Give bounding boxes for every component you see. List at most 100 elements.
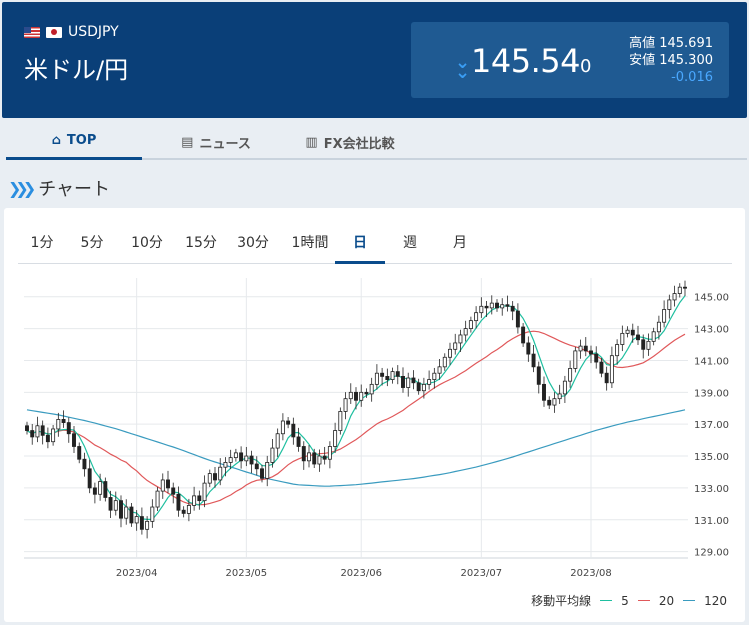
candle-body	[291, 423, 296, 438]
candle-body	[677, 286, 682, 294]
candle-body	[343, 398, 348, 412]
candle-body	[583, 345, 588, 352]
candle-body	[636, 334, 640, 341]
legend-ma120: 120	[704, 593, 727, 608]
candle-body	[87, 468, 92, 489]
candle-body	[437, 366, 442, 374]
legend-ma20-swatch	[637, 600, 650, 601]
candle-body	[369, 383, 374, 395]
period-month[interactable]: 月	[453, 235, 467, 251]
candle-body	[108, 497, 113, 511]
candle-body	[552, 398, 557, 406]
candle-body	[275, 433, 280, 449]
candle-body	[609, 355, 614, 384]
candle-body	[568, 368, 573, 382]
candle-body	[646, 340, 651, 350]
candle-body	[526, 342, 531, 355]
x-tick-label: 2023/08	[570, 568, 612, 579]
candle-body	[160, 479, 165, 492]
candle-body	[150, 506, 155, 522]
candle-body	[25, 425, 29, 431]
candle-body	[244, 455, 249, 462]
candle-body	[416, 382, 421, 392]
x-tick-label: 2023/04	[116, 568, 158, 579]
candle-body	[641, 339, 646, 350]
candle-body	[286, 420, 291, 425]
candle-body	[536, 366, 541, 385]
high-low: 高値 145.691 安値 145.300 -0.016	[629, 35, 713, 86]
candle-body	[56, 419, 61, 430]
candle-body	[348, 391, 353, 400]
candle-body	[223, 462, 228, 468]
candle-body	[474, 312, 479, 322]
candle-body	[333, 430, 338, 447]
period-10min[interactable]: 10分	[131, 235, 163, 251]
candle-body	[113, 500, 118, 511]
x-tick-label: 2023/07	[461, 568, 503, 579]
period-1min[interactable]: 1分	[30, 235, 54, 251]
y-tick-label: 131.00	[694, 516, 729, 527]
candle-body	[489, 302, 494, 309]
high-value: 145.691	[659, 36, 713, 51]
japan-flag-icon	[46, 26, 62, 38]
candle-body	[129, 506, 134, 524]
candle-body	[453, 342, 458, 350]
x-tick-label: 2023/06	[340, 568, 382, 579]
candle-body	[233, 452, 238, 459]
ma20-line	[26, 330, 686, 506]
candle-body	[301, 446, 306, 462]
chart-card: 1分 5分 10分 15分 30分 1時間 日 週 月 129.00 131.00…	[4, 208, 745, 622]
candle-body	[630, 329, 635, 336]
candle-body	[385, 375, 390, 380]
candle-body	[542, 383, 546, 401]
y-tick-label: 137.00	[694, 420, 729, 431]
period-30min[interactable]: 30分	[237, 235, 269, 251]
period-day[interactable]: 日	[335, 226, 385, 264]
period-1hour[interactable]: 1時間	[291, 235, 329, 251]
main-tabs: ⌂ TOP ▤ ニュース ▥ FX会社比較	[6, 124, 747, 160]
candle-body	[495, 302, 499, 309]
candle-body	[557, 393, 562, 400]
candle-body	[656, 321, 661, 333]
tab-fx-compare[interactable]: ▥ FX会社比較	[305, 134, 395, 152]
candle-body	[380, 372, 385, 377]
candle-body	[458, 334, 463, 344]
legend-ma5: 5	[621, 593, 629, 608]
candle-body	[672, 293, 677, 301]
candle-body	[280, 420, 285, 435]
candle-body	[296, 436, 301, 447]
candle-body	[134, 516, 139, 524]
candle-body	[651, 331, 656, 342]
candle-body	[192, 495, 197, 506]
price-panel: ⌄ ⌄ 145.540 高値 145.691 安値 145.300 -0.016	[411, 22, 729, 98]
candle-body	[181, 509, 186, 514]
legend-ma120-swatch	[683, 600, 696, 601]
ma120-line	[26, 409, 686, 487]
high-label: 高値	[629, 36, 656, 51]
candle-body	[359, 391, 364, 401]
candle-body	[317, 455, 322, 465]
current-price: 145.540	[471, 42, 591, 80]
candle-body	[124, 506, 129, 519]
candle-body	[61, 419, 66, 423]
tab-top[interactable]: ⌂ TOP	[6, 124, 142, 160]
section-title: ❯❯❯ チャート	[8, 178, 111, 201]
period-15min[interactable]: 15分	[185, 235, 217, 251]
candle-body	[202, 482, 207, 502]
candle-body	[432, 372, 437, 380]
currency-pair: USDJPY	[24, 24, 119, 40]
candle-body	[176, 493, 181, 511]
candle-body	[515, 310, 520, 328]
candle-body	[103, 481, 108, 498]
candle-body	[562, 380, 567, 395]
y-tick-label: 135.00	[694, 452, 729, 463]
home-icon: ⌂	[51, 133, 61, 148]
period-week[interactable]: 週	[403, 235, 417, 251]
period-5min[interactable]: 5分	[80, 235, 104, 251]
candle-body	[51, 428, 56, 443]
candle-body	[390, 371, 395, 380]
candle-body	[578, 345, 583, 352]
candle-body	[427, 379, 432, 385]
tab-news[interactable]: ▤ ニュース	[181, 134, 251, 152]
candle-body	[521, 326, 526, 344]
